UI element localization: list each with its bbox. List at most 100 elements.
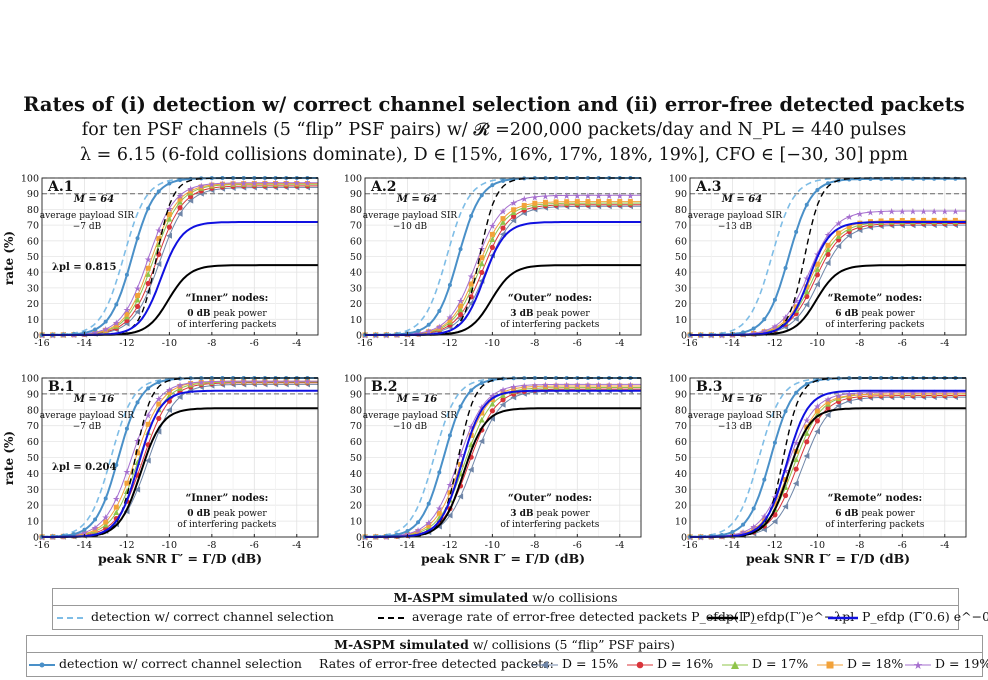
series-D18-marker — [931, 391, 937, 397]
series-D19-marker: ★ — [584, 381, 592, 391]
series-detection-collisions-marker — [815, 187, 820, 192]
series-D19-line — [364, 383, 641, 538]
nodes-label: “Outer” nodes: — [508, 293, 592, 304]
series-D18-marker — [145, 421, 151, 427]
y-tick-label: 60 — [675, 437, 687, 448]
series-D19-marker: ★ — [499, 207, 507, 217]
series-detection-collisions-marker — [826, 181, 830, 186]
series-detection-collisions-marker — [741, 522, 746, 527]
series-detection-collisions-marker — [447, 433, 452, 438]
series-D19-marker: ★ — [510, 199, 518, 209]
interfering-label: of interfering packets — [500, 320, 599, 330]
series-D19-marker: ★ — [930, 389, 938, 399]
y-tick-label: 10 — [350, 517, 362, 528]
series-D19-marker: ★ — [771, 323, 779, 333]
series-D18-marker — [878, 218, 884, 224]
series-D18-marker — [135, 450, 141, 456]
series-D18-marker — [500, 216, 506, 222]
y-tick-label: 50 — [350, 453, 362, 464]
series-D18-marker — [426, 329, 432, 335]
series-D19-marker: ★ — [888, 389, 896, 399]
series-detection-collisions-marker — [103, 496, 108, 501]
plot-frame — [364, 377, 642, 538]
x-tick-label: -6 — [573, 540, 582, 551]
series-D18-marker — [814, 408, 820, 414]
series-detection-collisions-marker — [394, 532, 399, 537]
series-D17-marker — [134, 296, 141, 303]
series-detection-collisions-marker — [135, 236, 140, 241]
series-D18-marker — [283, 181, 289, 187]
series-D19-marker: ★ — [845, 213, 853, 223]
legend-heading-rest: w/o collisions — [528, 590, 618, 605]
series-D18-marker — [910, 391, 916, 397]
peak-power-value: 6 dB — [835, 309, 859, 319]
legend-no-collisions: M-ASPM simulated w/o collisions detectio… — [52, 588, 988, 630]
y-tick-label: 30 — [27, 485, 39, 496]
panel-A-1: ★★★★★★★★★★★★★★★★★★★★★★★★★★-16-14-12-10-8… — [21, 174, 319, 349]
x-tick-label: -4 — [615, 338, 624, 349]
y-tick-label: 40 — [350, 268, 362, 279]
triangle-up-marker-swatch — [722, 660, 748, 669]
sir-label: average payload SIR — [688, 211, 783, 221]
series-D18-marker — [542, 383, 548, 389]
series-D19-marker: ★ — [208, 180, 216, 190]
series-D17-marker — [835, 233, 842, 239]
series-D19-marker: ★ — [813, 403, 821, 413]
series-D19-marker: ★ — [133, 437, 141, 447]
series-D16-marker — [500, 397, 506, 403]
series-D18-marker — [553, 199, 559, 205]
legend-heading: M-ASPM simulated w/o collisions — [53, 589, 958, 606]
series-D15-marker — [457, 493, 464, 500]
series-D18-marker — [458, 303, 464, 309]
series-D19-marker: ★ — [835, 392, 843, 402]
series-D15-marker — [187, 197, 194, 204]
series-D18-marker — [500, 389, 506, 395]
legend-item-avg-efdp: average rate of error-free detected pack… — [378, 609, 755, 624]
series-D18-marker — [814, 261, 820, 267]
x-tick-label: -6 — [250, 338, 259, 349]
series-D19-marker: ★ — [552, 192, 560, 202]
x-tick-label: -12 — [119, 338, 134, 349]
series-D18-marker — [574, 383, 580, 389]
series-D18-marker — [942, 217, 948, 223]
series-D19-marker: ★ — [824, 395, 832, 405]
series-D17-marker — [177, 199, 183, 205]
legend-item-detection: detection w/ correct channel selection — [57, 609, 334, 624]
peak-power-text: peak power — [210, 309, 267, 319]
y-tick-label: 100 — [344, 374, 362, 385]
series-detection-collisions-marker — [114, 302, 119, 307]
x-tick-label: -8 — [207, 540, 216, 551]
series-detection-collisions-marker — [804, 202, 809, 207]
figure-subtitle-1: for ten PSF channels (5 “flip” PSF pairs… — [81, 120, 907, 140]
y-tick-label: 0 — [681, 331, 687, 342]
legend-item-D16: D = 16% — [627, 656, 713, 671]
series-D19-marker: ★ — [488, 222, 496, 232]
series-D19-marker: ★ — [792, 297, 800, 307]
series-D15-marker — [803, 301, 810, 308]
legend-label: average rate of error-free detected pack… — [412, 609, 756, 624]
series-D19-marker: ★ — [941, 207, 949, 217]
series-D18-marker — [113, 322, 119, 328]
y-tick-label: 50 — [675, 252, 687, 263]
series-detection-collisions-marker — [426, 322, 431, 327]
series-D19-marker: ★ — [271, 378, 279, 388]
dashed-line-swatch — [57, 616, 87, 619]
series-D15-marker — [176, 210, 183, 217]
panel-label: A.2 — [370, 179, 396, 195]
sir-label: average payload SIR — [40, 211, 135, 221]
y-tick-label: 40 — [27, 268, 39, 279]
x-tick-label: -8 — [530, 540, 539, 551]
series-D15-marker — [155, 261, 162, 268]
series-detection-collisions-marker — [114, 463, 119, 468]
series-D18-marker — [878, 391, 884, 397]
panel-label: B.1 — [48, 379, 74, 395]
series-detection-collisions-marker — [794, 390, 799, 395]
legend-label: detection w/ correct channel selection — [59, 656, 302, 671]
x-tick-label: -6 — [898, 540, 907, 551]
peak-power-text: peak power — [858, 309, 915, 319]
series-D18-marker — [426, 522, 432, 528]
series-efdp-bar — [690, 389, 966, 538]
series-detection-collisions-marker — [501, 178, 505, 183]
series-D17-marker — [478, 260, 485, 267]
series-D18-marker — [177, 196, 183, 202]
